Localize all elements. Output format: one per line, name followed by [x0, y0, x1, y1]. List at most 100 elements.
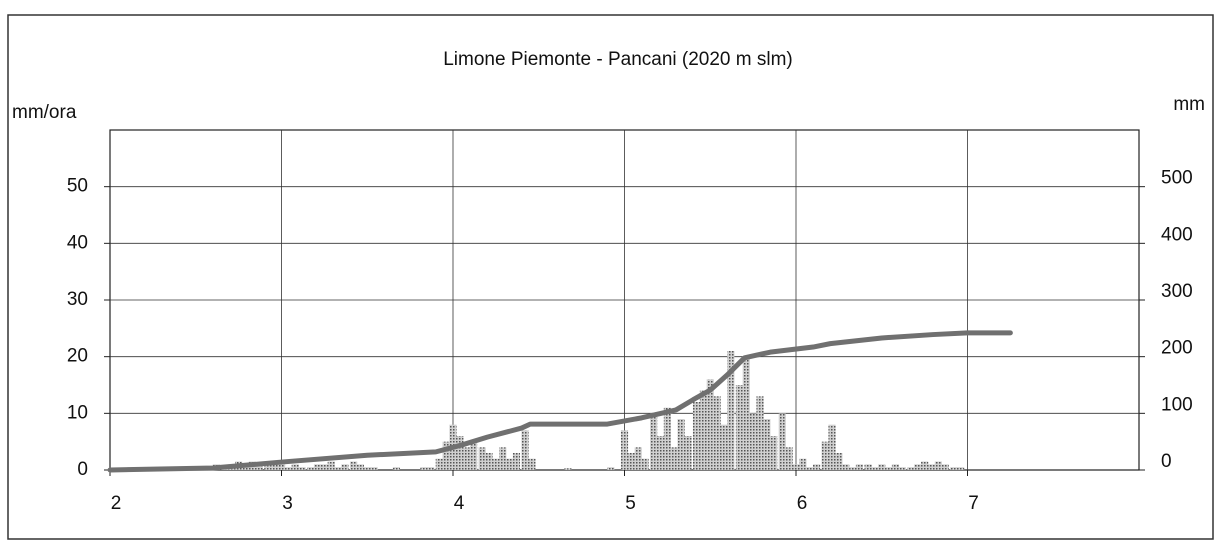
bar [699, 390, 707, 470]
y-tick-label: 10 [67, 402, 88, 423]
bar [749, 413, 757, 470]
bar [785, 447, 793, 470]
bar [271, 461, 279, 470]
chart-title: Limone Piemonte - Pancani (2020 m slm) [443, 49, 793, 70]
bar [799, 458, 807, 470]
bar [499, 447, 507, 470]
bar [521, 430, 529, 470]
bar [291, 464, 299, 470]
bar [742, 356, 750, 470]
bar [677, 419, 685, 470]
bar [650, 413, 658, 470]
bar [656, 436, 665, 470]
bar [735, 385, 743, 470]
x-tick-label: 7 [968, 493, 979, 514]
bar [420, 467, 428, 470]
bar [356, 464, 364, 470]
bar [427, 467, 435, 470]
bar [885, 467, 893, 470]
bar [898, 467, 906, 470]
bar [627, 453, 635, 470]
bar [914, 464, 922, 470]
bar [727, 351, 735, 470]
cumulative-line [107, 330, 1013, 473]
bar [813, 464, 821, 470]
bar [907, 467, 915, 470]
bar [392, 467, 400, 470]
bar [349, 461, 358, 470]
bar [564, 468, 572, 470]
bar [864, 464, 872, 470]
bar [934, 461, 942, 470]
y2-tick-label: 0 [1161, 451, 1172, 472]
y-axis-label: mm/ora [12, 102, 77, 123]
bar [277, 464, 286, 470]
x-tick-label: 5 [625, 493, 636, 514]
bar [921, 461, 929, 470]
x-tick-label: 4 [454, 493, 465, 514]
bar [634, 447, 642, 470]
bar [341, 464, 349, 470]
bar [485, 453, 493, 470]
bar [692, 402, 701, 470]
bar [363, 467, 371, 470]
bar [670, 447, 678, 470]
bar [878, 464, 886, 470]
bar [763, 419, 771, 470]
bar [855, 464, 864, 470]
y2-tick-label: 100 [1161, 394, 1193, 415]
bar [927, 464, 936, 470]
bar [706, 379, 714, 470]
bar [512, 453, 521, 470]
x-tick-label: 3 [282, 493, 293, 514]
bar [470, 441, 478, 470]
bar [684, 436, 692, 470]
bar [255, 464, 263, 470]
y2-tick-label: 500 [1161, 168, 1193, 189]
bar [713, 396, 721, 470]
y2-tick-label: 400 [1161, 224, 1193, 245]
bar [663, 407, 671, 470]
bar [957, 467, 965, 470]
bar [334, 467, 342, 470]
bar [821, 441, 829, 470]
bar [778, 413, 786, 470]
bar [849, 467, 857, 470]
bar [770, 436, 778, 470]
bar [607, 467, 615, 470]
bar [327, 461, 335, 470]
bar [478, 447, 486, 470]
bar [528, 458, 536, 470]
bar [442, 441, 450, 470]
bar [435, 458, 443, 470]
bar [313, 464, 322, 470]
y-tick-label: 0 [77, 459, 88, 480]
bar [284, 467, 292, 470]
x-tick-label: 2 [111, 493, 122, 514]
bar [806, 467, 814, 470]
x-tick-label: 6 [797, 493, 808, 514]
bar [828, 424, 836, 470]
bar [506, 458, 514, 470]
y-tick-label: 40 [67, 232, 88, 253]
bar [298, 467, 306, 470]
bar [320, 464, 328, 470]
bar [492, 458, 500, 470]
bar [370, 467, 378, 470]
y-tick-label: 20 [67, 346, 88, 367]
bar [871, 467, 879, 470]
y2-axis-label: mm [1173, 94, 1205, 115]
bar [756, 396, 764, 470]
bar [463, 447, 471, 470]
bar [307, 467, 315, 470]
y2-tick-label: 300 [1161, 281, 1193, 302]
bar [456, 436, 464, 470]
bar [950, 467, 958, 470]
y2-tick-label: 200 [1161, 338, 1193, 359]
bar [941, 464, 949, 470]
frame [7, 14, 1214, 540]
bar [264, 464, 272, 470]
bar [792, 464, 800, 470]
bar [641, 458, 649, 470]
